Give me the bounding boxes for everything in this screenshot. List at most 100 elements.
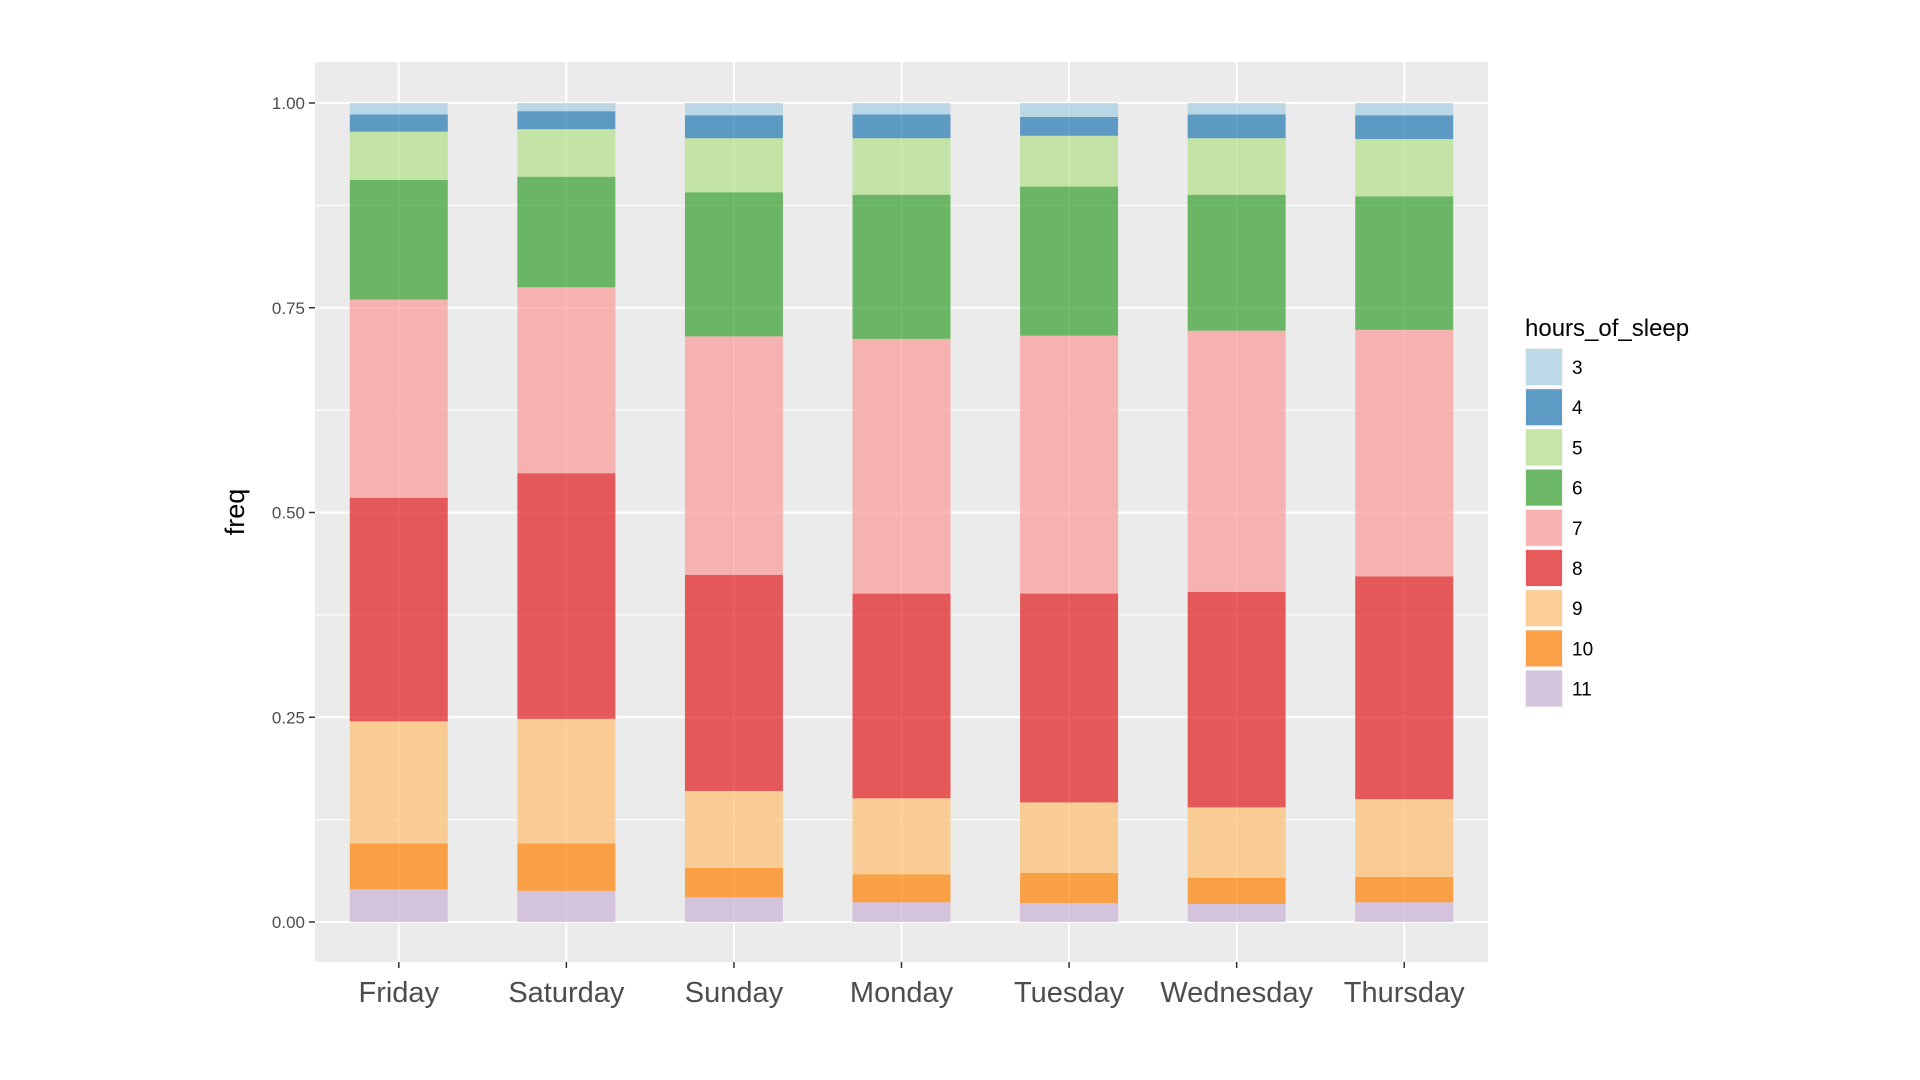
legend-swatch <box>1526 590 1562 627</box>
bar-stacks <box>349 103 1454 922</box>
bar-stack-sunday <box>684 103 783 922</box>
bar-segment-11h <box>1020 903 1119 922</box>
bar-segment-4h <box>349 114 448 132</box>
bar-segment-4h <box>1020 116 1119 136</box>
bar-segment-8h <box>684 574 783 791</box>
bar-segment-10h <box>349 843 448 890</box>
x-tick-label: Monday <box>850 977 954 1009</box>
bar-stack-saturday <box>517 103 616 922</box>
bar-segment-8h <box>852 593 951 799</box>
bar-segment-4h <box>684 115 783 139</box>
legend-item-6: 6 <box>1525 468 1583 507</box>
legend-title: hours_of_sleep <box>1525 315 1689 342</box>
legend-item-4: 4 <box>1525 388 1583 427</box>
bar-segment-3h <box>1020 103 1119 117</box>
bar-segment-8h <box>1355 576 1454 800</box>
bar-segment-6h <box>1187 194 1286 331</box>
bar-segment-10h <box>517 843 616 891</box>
legend-item-11: 11 <box>1525 669 1592 708</box>
y-tick-label: 0.50 <box>272 504 305 523</box>
legend-swatch <box>1526 550 1562 586</box>
bar-segment-7h <box>1355 329 1454 577</box>
legend-swatch <box>1526 509 1562 546</box>
bar-stack-monday <box>852 103 951 922</box>
legend-label: 6 <box>1572 479 1583 500</box>
bar-segment-9h <box>1187 807 1286 878</box>
bar-segment-4h <box>517 111 616 130</box>
bar-stack-friday <box>349 103 448 922</box>
bar-segment-5h <box>1187 138 1286 195</box>
bar-segment-6h <box>1020 186 1119 336</box>
bar-segment-7h <box>349 299 448 498</box>
bar-segment-4h <box>1355 115 1454 140</box>
y-tick-label: 0.75 <box>272 299 305 318</box>
bar-segment-11h <box>852 902 951 922</box>
bar-segment-8h <box>1187 591 1286 808</box>
y-tick-label: 0.25 <box>272 708 305 727</box>
bar-segment-11h <box>349 889 448 922</box>
bar-segment-9h <box>349 721 448 844</box>
legend-item-8: 8 <box>1525 549 1583 587</box>
bar-segment-11h <box>684 897 783 922</box>
legend-item-10: 10 <box>1525 629 1593 668</box>
bar-segment-8h <box>517 473 616 719</box>
bar-segment-3h <box>349 103 448 115</box>
legend-swatch <box>1526 469 1562 506</box>
bar-segment-5h <box>517 129 616 177</box>
legend-item-9: 9 <box>1525 589 1583 628</box>
legend: hours_of_sleep 3 4 5 6 7 8 9 10 11 <box>1525 315 1689 708</box>
bar-segment-11h <box>1355 902 1454 922</box>
bar-segment-10h <box>1187 877 1286 904</box>
bar-segment-9h <box>1355 799 1454 877</box>
legend-swatch <box>1526 670 1562 707</box>
legend-label: 8 <box>1572 559 1583 580</box>
y-tick-label: 0.00 <box>272 913 305 932</box>
legend-item-7: 7 <box>1525 508 1583 547</box>
legend-label: 4 <box>1572 398 1583 419</box>
bar-segment-5h <box>1355 139 1454 197</box>
legend-swatch <box>1526 389 1562 426</box>
bar-segment-9h <box>517 718 616 844</box>
bar-segment-10h <box>852 874 951 903</box>
bar-segment-5h <box>684 138 783 193</box>
bar-segment-3h <box>1187 103 1286 115</box>
bar-segment-3h <box>1355 103 1454 116</box>
bar-segment-6h <box>852 194 951 339</box>
x-axis: Friday Saturday Sunday Monday Tuesday Wednesd… <box>358 962 1465 1009</box>
bar-segment-4h <box>852 114 951 139</box>
y-tick-label: 1.00 <box>272 94 305 113</box>
y-axis: 0.00 0.25 0.50 0.75 1.00 <box>272 94 315 932</box>
x-tick-label: Thursday <box>1344 977 1465 1009</box>
x-tick-label: Sunday <box>685 977 784 1009</box>
x-tick-label: Friday <box>358 977 439 1009</box>
bar-segment-11h <box>1187 903 1286 922</box>
legend-swatch <box>1526 630 1562 667</box>
bar-segment-6h <box>1355 196 1454 330</box>
y-axis-title: freq <box>220 489 250 536</box>
bar-stack-thursday <box>1355 103 1454 922</box>
x-tick-label: Wednesday <box>1160 977 1313 1009</box>
bar-segment-10h <box>1020 872 1119 904</box>
legend-label: 11 <box>1572 680 1592 701</box>
bar-segment-7h <box>1187 330 1286 592</box>
legend-label: 3 <box>1572 358 1583 379</box>
bar-segment-5h <box>1020 135 1119 187</box>
legend-items: 3 4 5 6 7 8 9 10 11 <box>1525 348 1593 708</box>
legend-swatch <box>1526 429 1562 466</box>
bar-segment-7h <box>1020 335 1119 594</box>
bar-segment-11h <box>517 890 616 922</box>
bar-segment-9h <box>1020 802 1119 873</box>
bar-segment-8h <box>349 497 448 722</box>
bar-segment-3h <box>517 103 616 112</box>
legend-label: 5 <box>1572 438 1583 459</box>
bar-segment-9h <box>684 790 783 868</box>
bar-segment-3h <box>852 103 951 115</box>
legend-label: 9 <box>1572 599 1583 620</box>
bar-segment-7h <box>517 287 616 474</box>
bar-segment-4h <box>1187 114 1286 139</box>
bar-segment-6h <box>349 179 448 300</box>
bar-segment-7h <box>852 338 951 594</box>
bar-segment-6h <box>517 176 616 288</box>
legend-label: 10 <box>1572 639 1593 660</box>
